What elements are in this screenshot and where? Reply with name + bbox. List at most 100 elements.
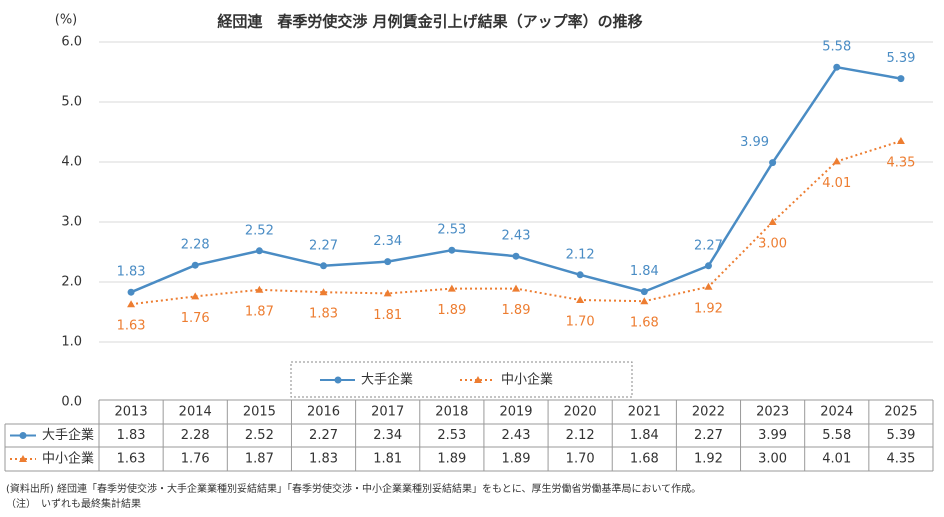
y-tick-label: 5.0 [61,95,82,110]
data-label: 5.39 [886,51,915,66]
x-tick-label: 2024 [820,405,853,420]
point [833,63,841,71]
point [768,218,777,225]
point [576,296,585,303]
legend-label: 大手企業 [361,372,413,388]
data-label: 4.01 [822,176,851,191]
data-label: 2.34 [373,234,402,249]
point [512,252,520,260]
data-label: 1.76 [181,311,210,326]
point [255,247,263,255]
data-label: 1.63 [117,319,146,334]
legend-marker [474,376,482,383]
x-tick-label: 2021 [628,405,661,420]
data-label: 1.89 [437,303,466,318]
point [319,288,328,296]
table-cell: 1.87 [245,452,274,467]
point [384,258,392,266]
row-label: 中小企業 [42,451,94,467]
point [640,297,649,305]
data-label: 4.35 [886,156,915,171]
table-cell: 1.68 [630,452,659,467]
table-cell: 1.89 [437,452,466,467]
point [896,137,905,144]
data-label: 1.70 [566,315,595,330]
data-label: 1.92 [694,301,723,316]
x-tick-label: 2020 [564,405,597,420]
data-label: 1.81 [373,308,402,323]
point [704,262,712,270]
table-cell: 2.12 [566,428,595,443]
y-unit: (%) [55,13,78,28]
table-legend-marker [19,432,27,439]
data-label: 1.83 [309,307,338,322]
data-label: 1.83 [117,265,146,280]
table-cell: 1.83 [117,428,146,443]
point [191,292,200,300]
table-cell: 1.89 [502,452,531,467]
data-label: 2.28 [181,238,210,253]
point [576,271,584,279]
y-tick-label: 6.0 [61,35,82,50]
table-cell: 4.01 [822,452,851,467]
x-tick-label: 2022 [692,405,725,420]
data-label: 1.89 [502,303,531,318]
chart-title: 経団連 春季労使交渉 月例賃金引上げ結果（アップ率）の推移 [217,13,642,31]
table-cell: 1.70 [566,452,595,467]
data-label: 3.99 [740,135,769,150]
point [383,289,392,297]
table-cell: 2.27 [309,428,338,443]
table-cell: 2.34 [373,428,402,443]
x-tick-label: 2015 [243,405,276,420]
y-tick-label: 0.0 [61,395,82,410]
point [769,159,777,167]
table-cell: 2.28 [181,428,210,443]
data-label: 2.52 [245,223,274,238]
x-tick-label: 2017 [371,405,404,420]
data-label: 2.27 [309,238,338,253]
table-cell: 4.35 [886,452,915,467]
point [832,157,841,165]
row-label: 大手企業 [42,427,94,443]
table-cell: 1.92 [694,452,723,467]
x-tick-label: 2018 [435,405,468,420]
table-cell: 2.53 [437,428,466,443]
data-label: 1.68 [630,316,659,331]
data-label: 2.53 [437,223,466,238]
x-tick-label: 2014 [179,405,212,420]
table-cell: 2.27 [694,428,723,443]
table-cell: 1.76 [181,452,210,467]
data-label: 2.12 [566,247,595,262]
table-cell: 2.52 [245,428,274,443]
point [447,284,456,292]
note: (資料出所) 経団連「春季労使交渉・大手企業業種別妥結結果」「春季労使交渉・中小… [6,482,701,495]
data-label: 2.43 [502,229,531,244]
table-legend-marker [19,455,27,462]
point [512,284,520,292]
legend-marker [334,376,342,384]
point [897,75,905,83]
y-tick-label: 1.0 [61,335,82,350]
x-tick-label: 2019 [499,405,532,420]
x-tick-label: 2013 [115,405,148,420]
point [704,282,713,290]
table-cell: 1.83 [309,452,338,467]
data-label: 5.58 [822,40,851,55]
point [127,288,135,296]
table-cell: 3.99 [758,428,787,443]
x-tick-label: 2025 [884,405,917,420]
y-tick-label: 4.0 [61,155,82,170]
point [127,300,136,308]
note: （注） いずれも最終集計結果 [6,497,141,510]
y-tick-label: 3.0 [61,215,82,230]
data-label: 2.27 [694,238,723,253]
point [640,288,648,296]
data-label: 1.87 [245,304,274,319]
legend-label: 中小企業 [501,372,553,388]
table-cell: 1.84 [630,428,659,443]
point [191,261,199,269]
table-cell: 2.43 [502,428,531,443]
table-cell: 5.39 [886,428,915,443]
table-cell: 3.00 [758,452,787,467]
